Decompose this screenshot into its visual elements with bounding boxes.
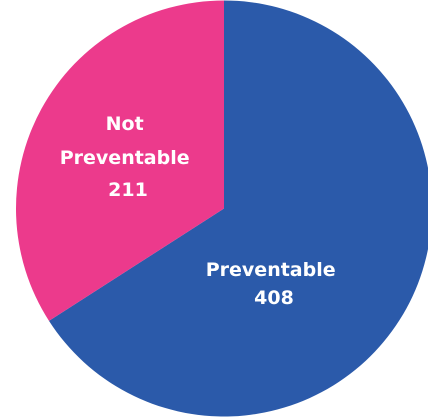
pie-slices — [15, 0, 428, 417]
slice-label-not-preventable-line-1: Not — [106, 113, 144, 135]
slice-label-preventable-line-1: Preventable — [206, 259, 336, 281]
pie-slice-preventable — [48, 0, 428, 417]
slice-label-not-preventable: Not Preventable 211 — [60, 113, 197, 201]
slice-label-not-preventable-line-3: 211 — [108, 179, 148, 201]
pie-slice-not-preventable — [15, 0, 225, 321]
slice-label-preventable-line-2: 408 — [254, 287, 294, 309]
slice-label-not-preventable-line-2: Preventable — [60, 147, 190, 169]
slice-label-preventable: Preventable 408 — [206, 259, 343, 309]
